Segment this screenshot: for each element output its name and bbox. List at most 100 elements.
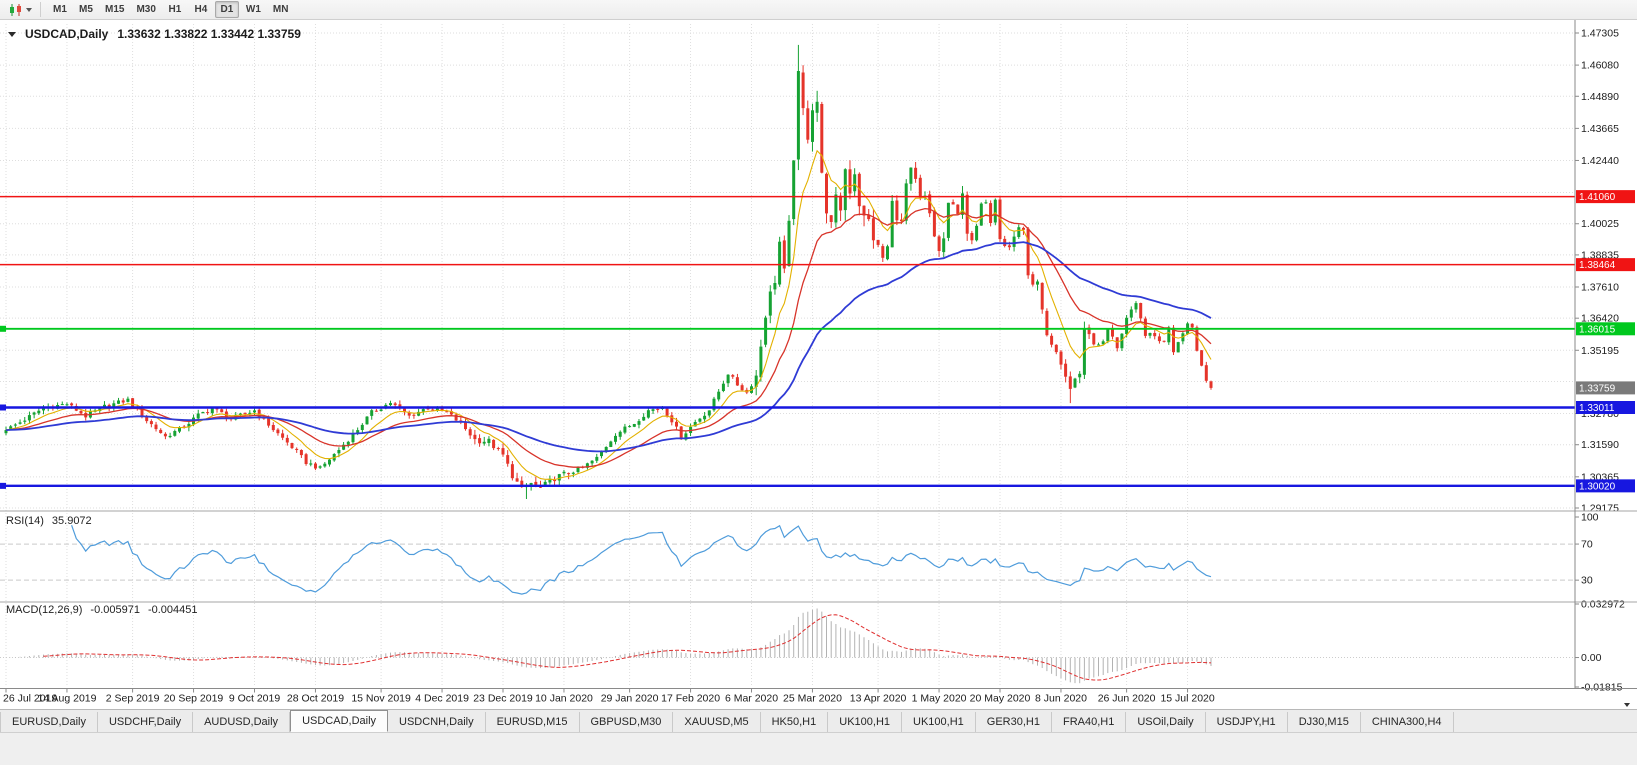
date-tick-label: 8 Jun 2020 [1035, 693, 1087, 705]
tab-usdchf-daily[interactable]: USDCHF,Daily [98, 712, 194, 732]
timeframe-button-d1[interactable]: D1 [214, 1, 239, 18]
tab-fra40-h1[interactable]: FRA40,H1 [1052, 712, 1127, 732]
rsi-value: 35.9072 [51, 515, 92, 527]
panel-separators[interactable] [0, 20, 1637, 689]
macd-signal-line [43, 614, 1212, 681]
symbol-title: USDCAD,Daily [25, 27, 109, 41]
price-tick-label: 1.42440 [1581, 155, 1619, 167]
timeframe-button-m30[interactable]: M30 [131, 1, 160, 18]
timeframe-button-m5[interactable]: M5 [74, 1, 98, 18]
date-tick-label: 28 Oct 2019 [287, 693, 344, 705]
hline-price-badge: 1.36015 [1579, 324, 1616, 335]
one-click-trading-toggle-icon[interactable] [8, 31, 16, 37]
hline-handle[interactable] [0, 404, 6, 411]
svg-text:70: 70 [1581, 539, 1593, 551]
date-tick-label: 23 Dec 2019 [473, 693, 533, 705]
toolbar-separator [40, 2, 41, 17]
date-tick-label: 14 Aug 2019 [38, 693, 97, 705]
macd-main-value: -0.005971 [90, 604, 140, 616]
chevron-down-icon [1624, 703, 1630, 724]
chart-canvas[interactable]: 1.47305 1.46080 1.44890 1.43665 1.42440 1.400… [0, 20, 1637, 709]
rsi-name: RSI(14) [6, 515, 44, 527]
hline-handle[interactable] [0, 482, 6, 489]
tab-eurusd-daily[interactable]: EURUSD,Daily [0, 712, 98, 732]
tab-uk100-h1-b[interactable]: UK100,H1 [902, 712, 976, 732]
rsi-panel: 100 70 30 [0, 512, 1599, 595]
date-tick-label: 20 Sep 2019 [164, 693, 224, 705]
svg-text:100: 100 [1581, 512, 1599, 524]
date-tick-label: 26 Jun 2020 [1098, 693, 1156, 705]
chart-area[interactable]: 1.47305 1.46080 1.44890 1.43665 1.42440 1.400… [0, 20, 1637, 709]
chart-tabs: EURUSD,Daily USDCHF,Daily AUDUSD,Daily U… [0, 703, 1637, 732]
chart-type-dropdown-icon[interactable] [26, 7, 32, 12]
hline-price-badge: 1.30020 [1579, 481, 1616, 492]
date-tick-label: 26 Jul 2019 [3, 693, 57, 705]
price-tick-label: 1.37610 [1581, 282, 1619, 294]
tab-audusd-daily[interactable]: AUDUSD,Daily [193, 712, 291, 732]
hline-price-badge: 1.41060 [1579, 192, 1616, 203]
time-grid [5, 24, 1189, 687]
date-tick-label: 9 Oct 2019 [229, 693, 281, 705]
tab-usdjpy-h1[interactable]: USDJPY,H1 [1206, 712, 1288, 732]
macd-indicator-label: MACD(12,26,9) -0.005971 -0.004451 [6, 604, 198, 616]
timeframe-button-w1[interactable]: W1 [241, 1, 266, 18]
date-tick-label: 20 May 2020 [970, 693, 1031, 705]
tab-usdcad-daily[interactable]: USDCAD,Daily [290, 710, 389, 732]
timeframe-button-h1[interactable]: H1 [163, 1, 187, 18]
tab-dj30-m15[interactable]: DJ30,M15 [1288, 712, 1361, 732]
svg-text:0.00: 0.00 [1581, 652, 1602, 664]
candlestick-chart-icon [10, 3, 21, 16]
tab-uk100-h1[interactable]: UK100,H1 [828, 712, 903, 732]
timeframe-button-mn[interactable]: MN [268, 1, 294, 18]
date-tick-label: 29 Jan 2020 [601, 693, 659, 705]
svg-text:30: 30 [1581, 575, 1593, 587]
bottom-strip [0, 732, 1637, 765]
macd-name: MACD(12,26,9) [6, 604, 83, 616]
date-tick-label: 17 Feb 2020 [661, 693, 720, 705]
tab-usoil-daily[interactable]: USOil,Daily [1126, 712, 1206, 732]
candles [4, 44, 1213, 499]
timeframe-button-m1[interactable]: M1 [48, 1, 72, 18]
ma-medium-line [5, 207, 1212, 468]
price-tick-label: 1.46080 [1581, 60, 1619, 72]
price-tick-label: 1.47305 [1581, 28, 1619, 40]
ma-fast-line [5, 149, 1212, 481]
date-tick-label: 10 Jan 2020 [535, 693, 593, 705]
ma-slow-line [5, 241, 1212, 453]
price-tick-label: 1.44890 [1581, 91, 1619, 103]
tab-xauusd-m5[interactable]: XAUUSD,M5 [673, 712, 761, 732]
date-tick-label: 13 Apr 2020 [850, 693, 907, 705]
price-lines[interactable]: 1.41060 1.38464 1.36015 1.33011 1.30020 [0, 190, 1635, 493]
macd-signal-value: -0.004451 [147, 604, 198, 616]
tab-gbpusd-m30[interactable]: GBPUSD,M30 [580, 712, 674, 732]
date-tick-label: 1 May 2020 [912, 693, 967, 705]
hline-price-badge: 1.33011 [1579, 403, 1615, 414]
top-toolbar: M1 M5 M15 M30 H1 H4 D1 W1 MN [0, 0, 1637, 20]
tab-scroll-button[interactable] [1622, 703, 1632, 727]
hline-handle[interactable] [0, 325, 6, 332]
date-tick-label: 15 Jul 2020 [1160, 693, 1214, 705]
tab-hk50-h1[interactable]: HK50,H1 [761, 712, 829, 732]
chart-type-button[interactable] [4, 1, 36, 19]
tab-ger30-h1[interactable]: GER30,H1 [976, 712, 1052, 732]
tab-usdcnh-daily[interactable]: USDCNH,Daily [388, 712, 486, 732]
macd-panel: 0.032972 0.00 -0.01815 [0, 599, 1625, 694]
hline-price-badge: 1.38464 [1579, 260, 1616, 271]
date-tick-label: 25 Mar 2020 [783, 693, 842, 705]
price-tick-label: 1.40025 [1581, 218, 1619, 230]
date-tick-label: 2 Sep 2019 [106, 693, 160, 705]
price-tick-label: 1.36420 [1581, 313, 1619, 325]
price-tick-label: 1.31590 [1581, 439, 1619, 451]
date-tick-label: 6 Mar 2020 [725, 693, 778, 705]
price-grid [0, 32, 1575, 509]
date-tick-label: 4 Dec 2019 [415, 693, 469, 705]
tab-china300-h4[interactable]: CHINA300,H4 [1361, 712, 1454, 732]
current-price-badge: 1.33759 [1576, 381, 1635, 395]
rsi-indicator-label: RSI(14) 35.9072 [6, 515, 92, 527]
ohlc-values: 1.33632 1.33822 1.33442 1.33759 [117, 27, 301, 41]
tab-eurusd-m15[interactable]: EURUSD,M15 [486, 712, 580, 732]
timeframe-button-h4[interactable]: H4 [189, 1, 213, 18]
timeframe-button-m15[interactable]: M15 [100, 1, 129, 18]
